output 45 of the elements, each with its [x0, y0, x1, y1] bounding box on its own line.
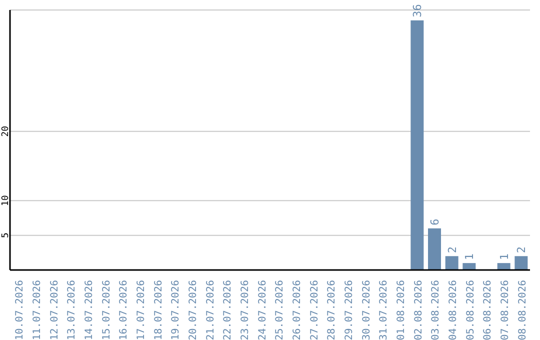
x-tick-label: 06.08.2026 — [482, 280, 494, 340]
x-tick-label: 02.08.2026 — [413, 280, 424, 340]
data-label: 2 — [446, 246, 459, 254]
x-tick-label: 08.08.2026 — [517, 280, 528, 340]
bar — [428, 228, 441, 270]
x-tick-label: 27.07.2026 — [309, 280, 320, 340]
x-tick-label: 04.08.2026 — [448, 280, 459, 340]
x-tick-label: 11.07.2026 — [32, 280, 43, 340]
y-tick-label: 5 — [1, 232, 11, 238]
y-tick-label: 20 — [1, 126, 11, 137]
y-tick-label: 10 — [1, 195, 11, 206]
x-tick-label: 20.07.2026 — [188, 280, 199, 340]
data-label: 2 — [515, 246, 528, 254]
data-label: 1 — [463, 253, 476, 260]
x-tick-label: 21.07.2026 — [205, 280, 216, 340]
x-tick-label: 22.07.2026 — [222, 280, 234, 340]
data-label: 6 — [428, 218, 442, 226]
x-tick-label: 07.08.2026 — [500, 280, 511, 340]
x-tick-label: 01.08.2026 — [396, 280, 407, 340]
x-tick-label: 17.07.2026 — [136, 280, 147, 340]
x-tick-label: 31.07.2026 — [378, 280, 390, 340]
x-tick-label: 03.08.2026 — [430, 280, 442, 340]
x-tick-label: 24.07.2026 — [257, 280, 268, 340]
bar — [497, 263, 510, 270]
data-label: 1 — [498, 253, 511, 260]
x-tick-label: 26.07.2026 — [292, 280, 303, 340]
x-tick-label: 25.07.2026 — [274, 280, 286, 340]
x-tick-label: 18.07.2026 — [153, 280, 164, 340]
bar — [445, 256, 458, 270]
x-tick-label: 19.07.2026 — [170, 280, 182, 340]
x-tick-label: 05.08.2026 — [465, 280, 476, 340]
x-tick-label: 29.07.2026 — [344, 280, 355, 340]
x-tick-label: 14.07.2026 — [84, 280, 95, 340]
x-tick-label: 10.07.2026 — [14, 280, 26, 340]
x-tick-label: 15.07.2026 — [101, 280, 112, 340]
bar — [514, 256, 528, 270]
bar — [410, 20, 424, 270]
x-tick-label: 23.07.2026 — [240, 280, 251, 340]
bar — [462, 263, 476, 270]
x-tick-label: 16.07.2026 — [118, 280, 130, 340]
x-tick-label: 30.07.2026 — [361, 280, 372, 340]
x-tick-label: 12.07.2026 — [49, 280, 60, 340]
x-tick-label: 13.07.2026 — [66, 280, 78, 340]
x-tick-label: 28.07.2026 — [326, 280, 338, 340]
data-label: 36 — [411, 4, 424, 18]
